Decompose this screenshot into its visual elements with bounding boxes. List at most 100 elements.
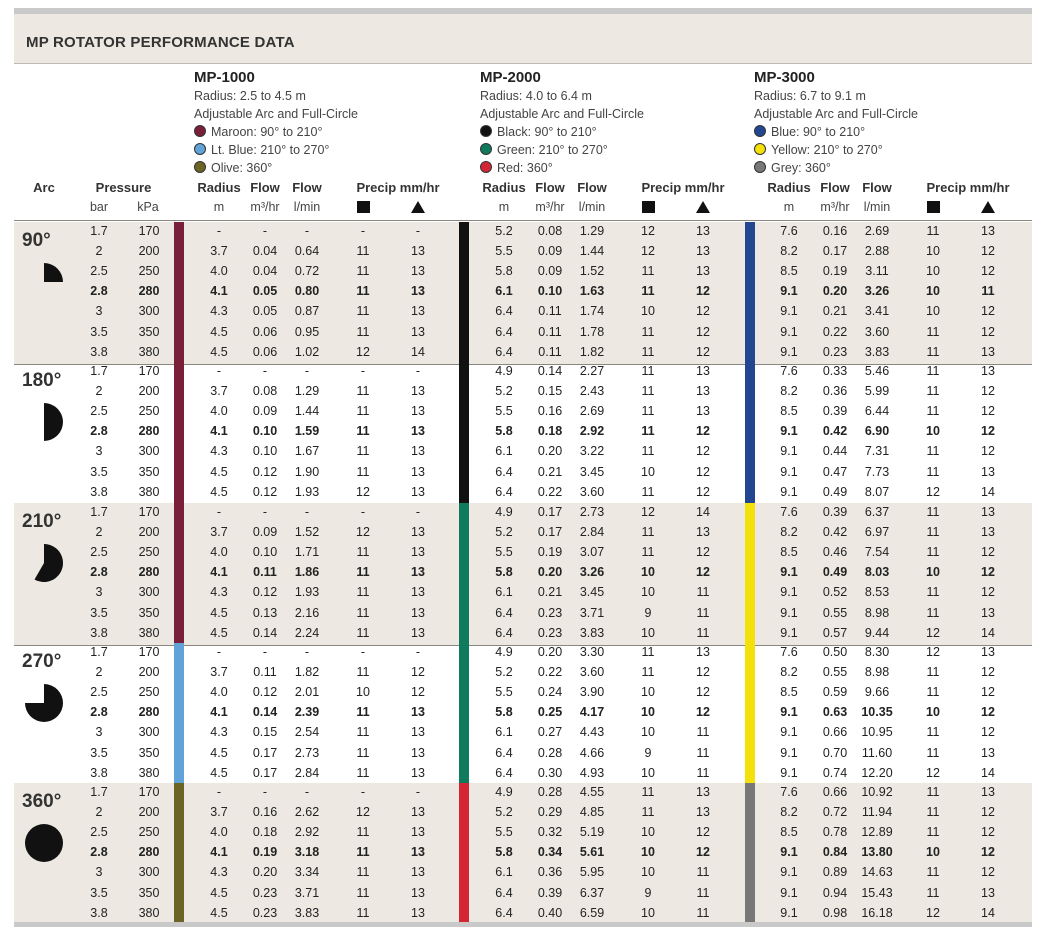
radius-cell: 9.1 (780, 885, 798, 900)
precip-triangle-cell: - (415, 364, 421, 378)
radius-cell: 9.1 (780, 765, 798, 780)
precip-square-cell: 11 (356, 464, 370, 479)
precip-header: Precip mm/hr (356, 180, 440, 195)
precip-square-cell: 9 (644, 605, 652, 620)
flow-lmin-cell: 3.07 (579, 545, 605, 560)
precip-triangle-cell: 12 (696, 825, 710, 840)
flow-lmin-cell: 2.84 (294, 765, 320, 780)
flow-lmin-cell: 3.45 (579, 464, 605, 479)
arc-label: 360° (22, 791, 62, 812)
flow-lmin-cell: - (304, 645, 310, 659)
color-dot-icon (754, 143, 766, 155)
precip-square-cell: 11 (641, 324, 655, 339)
table-row: 2 200 3.7 0.16 2.62 12 13 5.2 0.29 4.85 11 13 8.2 0.7… (14, 803, 1032, 823)
flow-lmin-cell: 1.02 (294, 344, 320, 359)
flow-lmin-cell: 7.54 (864, 545, 890, 560)
flow-lmin-cell: - (304, 785, 310, 799)
radius-header: Radius (482, 180, 526, 195)
table-row: 3.5 350 4.5 0.23 3.71 11 13 6.4 0.39 6.37 9 11 9.1 0.… (14, 884, 1032, 904)
precip-triangle-cell: 12 (696, 565, 710, 580)
table-row: 1.7 170 - - - - - 4.9 0.28 4.55 11 13 7.6 0.66 10.92 11… (14, 783, 1032, 803)
flow-lmin-cell: 14.63 (861, 865, 893, 880)
precip-triangle-cell: 13 (411, 745, 425, 760)
flow-lmin-cell: 10.95 (861, 725, 893, 740)
radius-cell: 6.1 (495, 284, 513, 299)
radius-cell: 4.3 (210, 865, 228, 880)
header-divider (14, 220, 1032, 221)
bottom-rule (14, 922, 1032, 927)
flow-lmin-cell: 3.18 (294, 845, 320, 860)
pressure-kpa-cell: 350 (138, 464, 160, 479)
color-legend-label: Black: 90° to 210° (497, 125, 597, 139)
flow-lmin-cell: 4.43 (579, 725, 605, 740)
precip-triangle-cell: 12 (981, 845, 995, 860)
precip-triangle-cell: 13 (411, 605, 425, 620)
pressure-kpa-cell: 170 (138, 645, 160, 659)
flow-m3-cell: 0.12 (252, 685, 278, 700)
precip-square-cell: 11 (926, 384, 940, 399)
model-color-bar (745, 783, 755, 925)
flow-lmin-cell: 1.90 (294, 464, 320, 479)
pressure-kpa-cell: 350 (138, 324, 160, 339)
radius-cell: 6.4 (495, 905, 513, 920)
radius-cell: 6.4 (495, 304, 513, 319)
flow-m3-cell: 0.08 (252, 384, 278, 399)
radius-cell: 9.1 (780, 424, 798, 439)
bar-unit-header: bar (89, 200, 109, 214)
radius-cell: 7.6 (780, 785, 798, 799)
precip-square-cell: 11 (926, 805, 940, 820)
precip-triangle-cell: 13 (981, 785, 995, 799)
group-divider (14, 363, 1032, 365)
precip-triangle-cell: 12 (696, 484, 710, 499)
radius-cell: 9.1 (780, 484, 798, 499)
precip-square-cell: 10 (926, 845, 940, 860)
pressure-bar-cell: 3.8 (90, 765, 108, 780)
precip-triangle-cell: 12 (981, 565, 995, 580)
precip-triangle-cell: 13 (981, 505, 995, 519)
flow-lmin-unit-header: l/min (863, 200, 891, 214)
precip-triangle-cell: 12 (696, 545, 710, 560)
flow-lmin-cell: - (304, 364, 310, 378)
precip-square-cell: 10 (356, 685, 370, 700)
radius-cell: 6.1 (495, 585, 513, 600)
precip-triangle-cell: 12 (981, 324, 995, 339)
precip-triangle-cell: 11 (696, 865, 710, 880)
flow-lmin-cell: 6.90 (864, 424, 890, 439)
precip-triangle-cell: 14 (981, 905, 995, 920)
model-radius: Radius: 4.0 to 6.4 m (480, 89, 592, 103)
flow-m3-cell: 0.10 (252, 545, 278, 560)
pressure-kpa-cell: 170 (138, 364, 160, 378)
precip-triangle-cell: 13 (696, 785, 710, 799)
radius-cell: 3.7 (210, 525, 228, 540)
radius-cell: 4.9 (495, 364, 513, 378)
precip-square-cell: 12 (926, 625, 940, 640)
precip-triangle-cell: 12 (411, 665, 425, 680)
flow-lmin-cell: 4.93 (579, 765, 605, 780)
flow-lmin-cell: 2.84 (579, 525, 605, 540)
flow-m3-cell: 0.20 (822, 284, 848, 299)
flow-m3-cell: 0.36 (537, 865, 563, 880)
precip-triangle-cell: 12 (696, 344, 710, 359)
flow-lmin-cell: 4.66 (579, 745, 605, 760)
flow-lmin-cell: 0.72 (294, 264, 320, 279)
flow-m3-cell: 0.06 (252, 344, 278, 359)
precip-triangle-cell: 12 (981, 865, 995, 880)
table-row: 3 300 4.3 0.10 1.67 11 13 6.1 0.20 3.22 11 12 9.1 0.4… (14, 442, 1032, 462)
radius-cell: 8.5 (780, 404, 798, 419)
pressure-bar-cell: 1.7 (90, 505, 108, 519)
pressure-bar-cell: 1.7 (90, 645, 108, 659)
flow-lmin-cell: 1.44 (294, 404, 320, 419)
pressure-kpa-cell: 170 (138, 785, 160, 799)
flow-m3-cell: - (262, 645, 268, 659)
model-name: MP-1000 (194, 69, 255, 86)
flow-lmin-cell: 1.63 (579, 284, 605, 299)
table-row: 3.8 380 4.5 0.06 1.02 12 14 6.4 0.11 1.82 11 12 9.1 0… (14, 343, 1032, 363)
radius-cell: 6.4 (495, 484, 513, 499)
pressure-bar-cell: 2.5 (90, 545, 108, 560)
table-row: 2.5 250 4.0 0.09 1.44 11 13 5.5 0.16 2.69 11 13 8.5 0… (14, 402, 1032, 422)
flow-m3-cell: 0.12 (252, 484, 278, 499)
precip-square-cell: 11 (356, 625, 370, 640)
radius-cell: 4.5 (210, 605, 228, 620)
pressure-kpa-cell: 170 (138, 224, 160, 238)
flow-lmin-cell: 6.37 (864, 505, 890, 519)
